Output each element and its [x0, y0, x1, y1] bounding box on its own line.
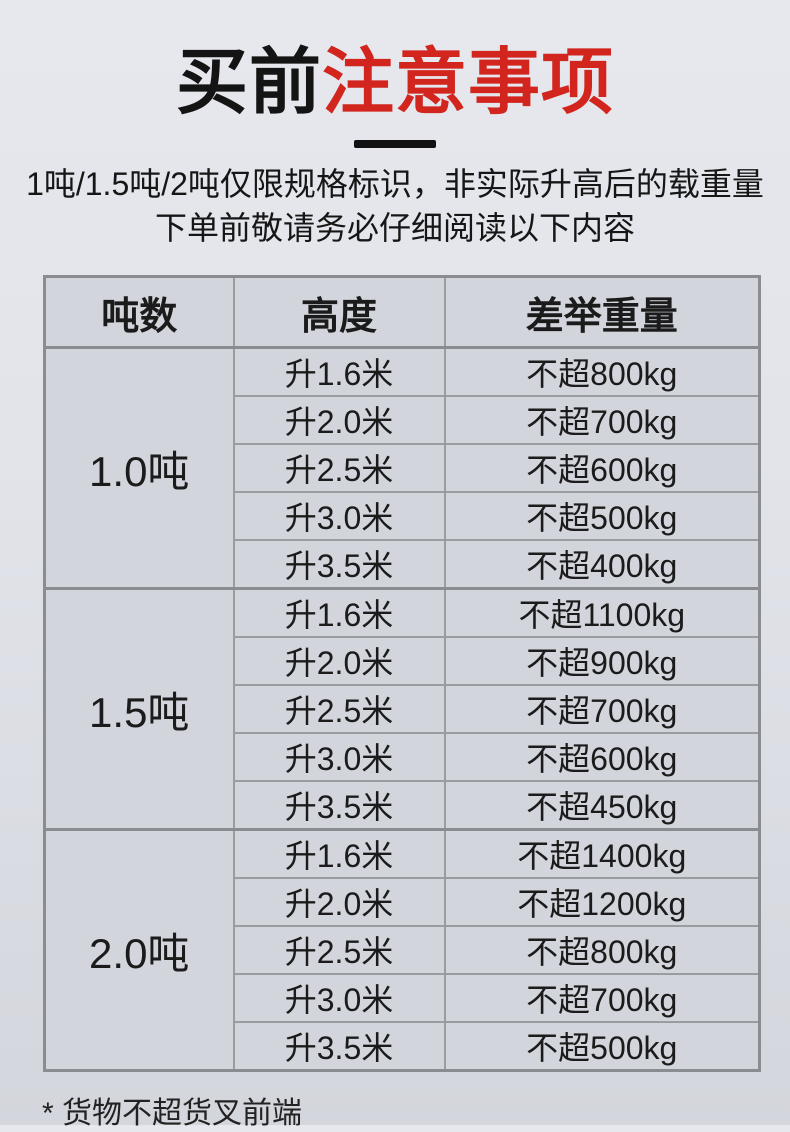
weight-cell: 不超1100kg — [443, 587, 761, 638]
column-header-tonnage: 吨数 — [43, 275, 235, 349]
table-row: 升3.5米 不超500kg — [45, 1021, 761, 1072]
weight-cell: 不超600kg — [443, 443, 761, 493]
table-row: 升3.5米 不超400kg — [45, 539, 761, 590]
load-capacity-table: 吨数 高度 差举重量 1.0吨 升1.6米 不超800kg 升2.0米 不超70… — [43, 275, 761, 1072]
weight-cell: 不超1200kg — [443, 877, 761, 927]
height-cell: 升2.0米 — [232, 395, 446, 445]
page-title-black-part: 买前 — [175, 43, 322, 123]
weight-cell: 不超700kg — [443, 395, 761, 445]
subtitle-line-1: 1吨/1.5吨/2吨仅限规格标识，非实际升高后的载重量 — [26, 166, 764, 202]
height-cell: 升2.5米 — [232, 443, 446, 493]
height-cell: 升1.6米 — [232, 587, 446, 638]
table-row: 升2.5米 不超800kg — [45, 925, 761, 975]
weight-cell: 不超500kg — [443, 491, 761, 541]
table-row: 升3.0米 不超700kg — [45, 973, 761, 1023]
column-header-lift-weight: 差举重量 — [443, 275, 761, 349]
weight-cell: 不超500kg — [443, 1021, 761, 1072]
table-row: 2.0吨 升1.6米 不超1400kg — [43, 828, 761, 1072]
height-cell: 升2.0米 — [232, 636, 446, 686]
table-row: 升2.0米 不超1200kg — [45, 877, 761, 927]
tonnage-cell-2-0t: 2.0吨 — [43, 828, 235, 1072]
footnote: * 货物不超货叉前端 — [42, 1097, 303, 1130]
weight-cell: 不超700kg — [443, 684, 761, 734]
weight-cell: 不超1400kg — [443, 828, 761, 879]
height-cell: 升2.0米 — [232, 877, 446, 927]
table-row: 升2.0米 不超700kg — [45, 395, 761, 445]
table-header: 吨数 高度 差举重量 — [43, 275, 761, 349]
table-row: 升3.5米 不超450kg — [45, 780, 761, 831]
title-underline-dash — [354, 140, 436, 148]
height-cell: 升3.5米 — [232, 780, 446, 831]
column-header-height: 高度 — [232, 275, 446, 349]
table-row: 升3.0米 不超600kg — [45, 732, 761, 782]
table-row: 1.5吨 升1.6米 不超1100kg — [43, 587, 761, 831]
table-row: 升3.0米 不超500kg — [45, 491, 761, 541]
table-header-row: 吨数 高度 差举重量 — [43, 275, 761, 349]
table-row: 升2.0米 不超900kg — [45, 636, 761, 686]
tonnage-cell-1-0t: 1.0吨 — [43, 346, 235, 590]
height-cell: 升2.5米 — [232, 925, 446, 975]
height-cell: 升1.6米 — [232, 346, 446, 397]
page-title: 买前注意事项 — [0, 46, 790, 120]
weight-cell: 不超400kg — [443, 539, 761, 590]
subtitle-line-2: 下单前敬请务必仔细阅读以下内容 — [154, 210, 635, 246]
table-row: 1.0吨 升1.6米 不超800kg — [43, 346, 761, 590]
weight-cell: 不超800kg — [443, 925, 761, 975]
table-row: 升2.5米 不超600kg — [45, 443, 761, 493]
height-cell: 升3.0米 — [232, 491, 446, 541]
height-cell: 升3.5米 — [232, 539, 446, 590]
height-cell: 升3.0米 — [232, 973, 446, 1023]
height-cell: 升1.6米 — [232, 828, 446, 879]
weight-cell: 不超450kg — [443, 780, 761, 831]
tonnage-cell-1-5t: 1.5吨 — [43, 587, 235, 831]
table-row: 升2.5米 不超700kg — [45, 684, 761, 734]
height-cell: 升3.0米 — [232, 732, 446, 782]
weight-cell: 不超700kg — [443, 973, 761, 1023]
height-cell: 升2.5米 — [232, 684, 446, 734]
weight-cell: 不超600kg — [443, 732, 761, 782]
page-title-red-part: 注意事项 — [322, 43, 615, 123]
weight-cell: 不超900kg — [443, 636, 761, 686]
weight-cell: 不超800kg — [443, 346, 761, 397]
height-cell: 升3.5米 — [232, 1021, 446, 1072]
